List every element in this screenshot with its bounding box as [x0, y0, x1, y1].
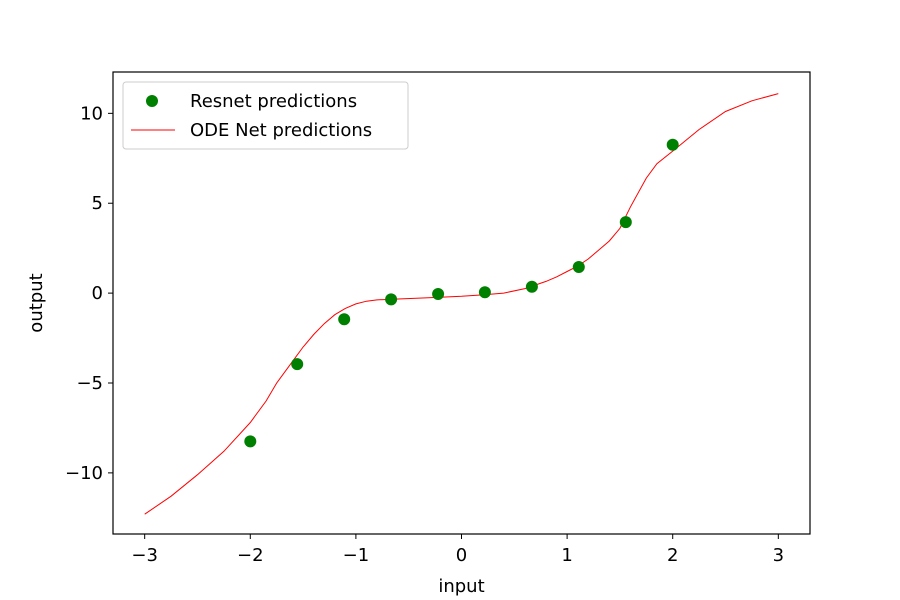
resnet-point	[385, 293, 398, 306]
y-axis-label: output	[26, 273, 47, 332]
resnet-point	[525, 280, 538, 293]
x-tick-label: −2	[237, 545, 264, 566]
x-axis-label: input	[438, 576, 484, 597]
resnet-point	[338, 313, 351, 326]
x-tick-label: 0	[456, 545, 467, 566]
resnet-point	[619, 216, 632, 229]
series-scatter-layer	[244, 138, 679, 448]
y-axis-ticks: −10 −5 0 5 10	[65, 103, 113, 484]
legend-marker-resnet	[146, 95, 158, 107]
y-tick-label: −10	[65, 463, 103, 484]
legend-box	[122, 81, 409, 150]
resnet-point	[244, 435, 257, 448]
ode-net-line	[144, 93, 779, 515]
x-tick-label: 3	[773, 545, 784, 566]
y-tick-label: 5	[92, 193, 103, 214]
resnet-point	[478, 286, 491, 299]
legend-label-ode-net: ODE Net predictions	[190, 120, 372, 141]
resnet-point	[291, 358, 304, 371]
resnet-point	[432, 288, 445, 300]
y-tick-label: 10	[80, 103, 103, 124]
legend: Resnet predictions ODE Net predictions	[122, 81, 409, 150]
x-axis-ticks: −3 −2 −1 0 1 2 3	[131, 534, 784, 566]
y-tick-label: 0	[92, 283, 103, 304]
x-tick-label: −3	[131, 545, 158, 566]
series-line-layer	[144, 93, 779, 515]
resnet-point	[666, 138, 679, 151]
y-tick-label: −5	[76, 373, 103, 394]
x-tick-label: 1	[561, 545, 572, 566]
x-tick-label: −1	[343, 545, 370, 566]
legend-label-resnet: Resnet predictions	[190, 91, 357, 112]
resnet-point	[572, 261, 585, 273]
x-tick-label: 2	[667, 545, 678, 566]
